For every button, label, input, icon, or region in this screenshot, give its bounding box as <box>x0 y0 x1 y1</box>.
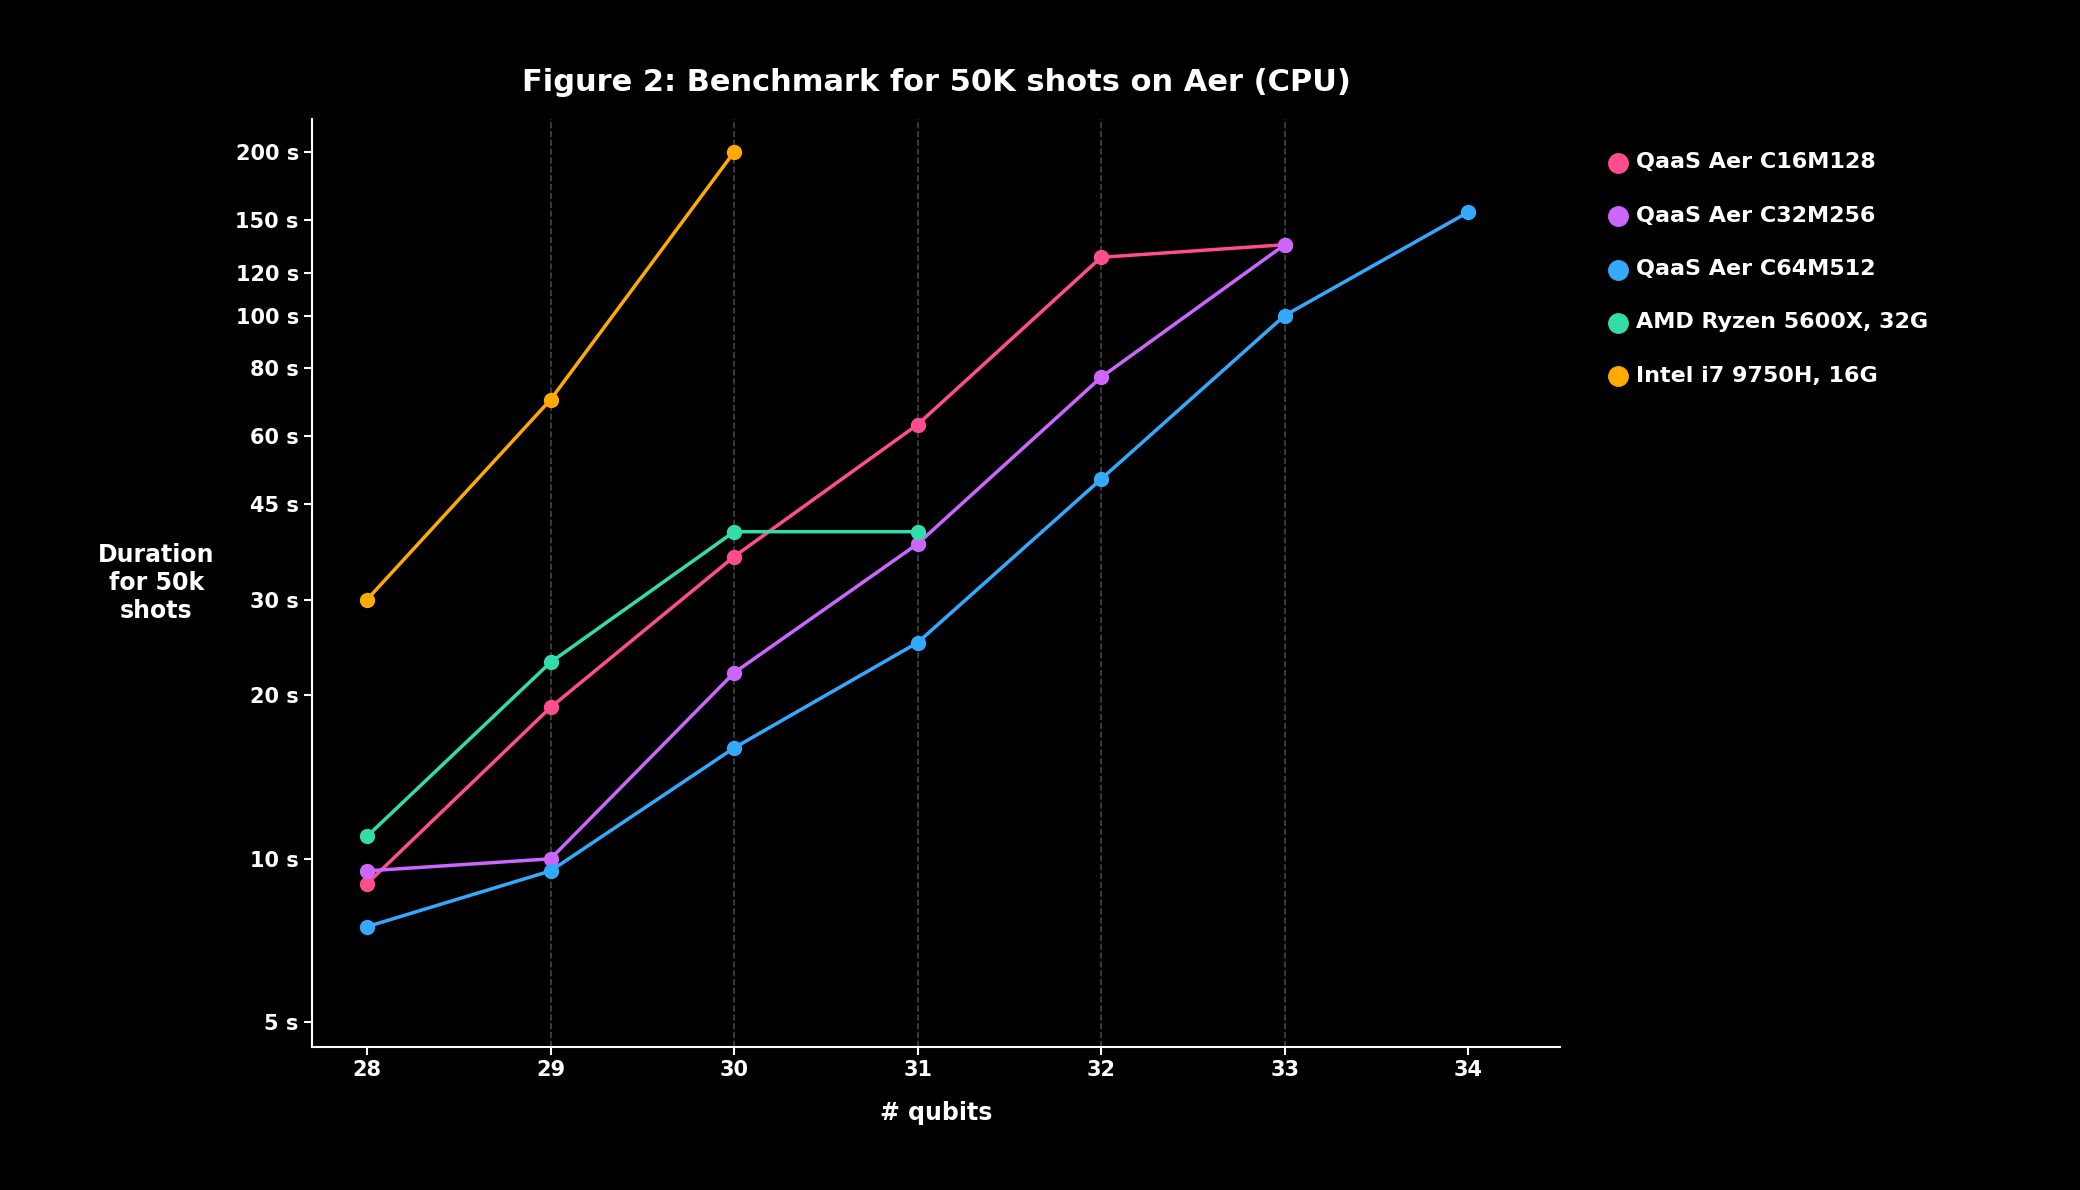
QaaS Aer C16M128 <box>1088 250 1113 264</box>
Line: AMD Ryzen 5600X, 32G: AMD Ryzen 5600X, 32G <box>360 525 926 844</box>
AMD Ryzen 5600X, 32G <box>722 525 747 539</box>
Y-axis label: Duration
for 50k
shots: Duration for 50k shots <box>98 544 214 622</box>
Intel i7 9750H, 16G <box>539 393 564 407</box>
Line: QaaS Aer C64M512: QaaS Aer C64M512 <box>360 205 1475 934</box>
QaaS Aer C64M512 <box>1456 205 1481 219</box>
QaaS Aer C16M128 <box>539 700 564 714</box>
AMD Ryzen 5600X, 32G <box>539 656 564 670</box>
QaaS Aer C16M128 <box>1273 238 1298 252</box>
X-axis label: # qubits: # qubits <box>880 1101 992 1126</box>
QaaS Aer C64M512 <box>354 920 379 934</box>
AMD Ryzen 5600X, 32G <box>905 525 930 539</box>
QaaS Aer C64M512 <box>1088 472 1113 487</box>
QaaS Aer C16M128 <box>905 418 930 432</box>
QaaS Aer C64M512 <box>1273 308 1298 322</box>
QaaS Aer C32M256 <box>354 864 379 878</box>
QaaS Aer C32M256 <box>1088 370 1113 384</box>
QaaS Aer C32M256 <box>722 665 747 679</box>
Title: Figure 2: Benchmark for 50K shots on Aer (CPU): Figure 2: Benchmark for 50K shots on Aer… <box>522 68 1350 98</box>
Line: QaaS Aer C16M128: QaaS Aer C16M128 <box>360 238 1292 890</box>
Line: QaaS Aer C32M256: QaaS Aer C32M256 <box>360 238 1292 878</box>
QaaS Aer C64M512 <box>539 864 564 878</box>
QaaS Aer C16M128 <box>722 550 747 564</box>
Legend: QaaS Aer C16M128, QaaS Aer C32M256, QaaS Aer C64M512, AMD Ryzen 5600X, 32G, Inte: QaaS Aer C16M128, QaaS Aer C32M256, QaaS… <box>1595 130 1951 408</box>
Line: Intel i7 9750H, 16G: Intel i7 9750H, 16G <box>360 145 740 607</box>
Intel i7 9750H, 16G <box>722 145 747 159</box>
QaaS Aer C32M256 <box>905 537 930 551</box>
QaaS Aer C16M128 <box>354 877 379 891</box>
AMD Ryzen 5600X, 32G <box>354 829 379 844</box>
Intel i7 9750H, 16G <box>354 593 379 607</box>
QaaS Aer C64M512 <box>905 635 930 650</box>
QaaS Aer C32M256 <box>539 852 564 866</box>
QaaS Aer C64M512 <box>722 740 747 754</box>
QaaS Aer C32M256 <box>1273 238 1298 252</box>
